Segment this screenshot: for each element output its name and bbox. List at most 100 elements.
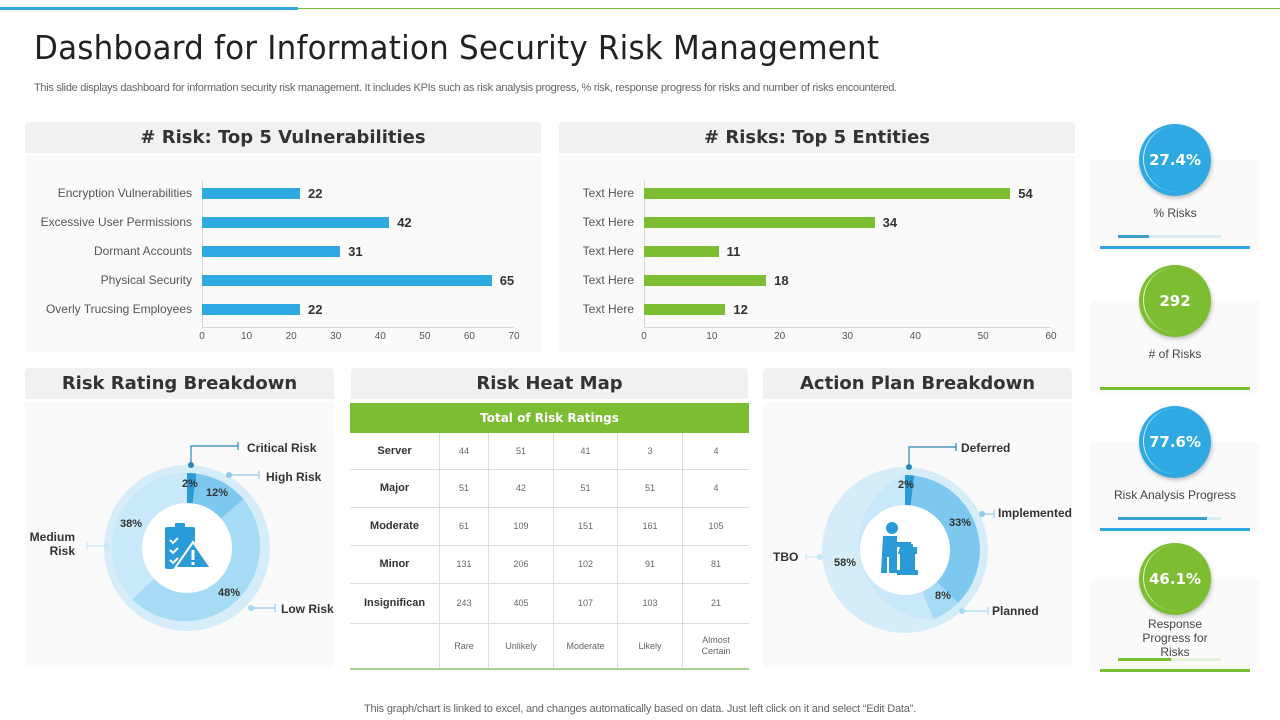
- bar[interactable]: [644, 304, 726, 315]
- bar-category-label: Text Here: [582, 215, 634, 229]
- heatmap-row-label: Server: [350, 433, 440, 469]
- bar-value-label: 11: [726, 244, 741, 259]
- entities-bar-chart[interactable]: Text Here 54 Text Here 34 Text Here 11 Text He…: [559, 180, 1075, 350]
- heatmap-corner-cell: [350, 624, 440, 668]
- bar-category-label: Physical Security: [100, 273, 192, 287]
- bar-category-label: Overly Trucsing Employees: [45, 302, 192, 316]
- heatmap-cell: 41: [554, 433, 618, 469]
- heatmap-cell: 102: [554, 546, 618, 583]
- bar[interactable]: [644, 217, 875, 228]
- risk-rating-donut-chart[interactable]: [25, 402, 334, 668]
- heatmap-cell: 107: [554, 584, 618, 623]
- bar-value-label: 12: [733, 302, 748, 317]
- medium-risk-label: Medium Risk: [29, 530, 75, 558]
- heatmap-cell: 4: [713, 483, 719, 493]
- bar-category-label: Text Here: [582, 244, 634, 258]
- kpi-progress-bar: [1118, 235, 1221, 238]
- bar-row[interactable]: Text Here 18: [559, 267, 1075, 296]
- heatmap-column-label: Unlikely: [489, 624, 554, 668]
- deferred-label: Deferred: [961, 441, 1011, 455]
- bar-value-label: 54: [1018, 186, 1033, 201]
- high-risk-label: High Risk: [266, 470, 322, 484]
- action-plan-donut-chart[interactable]: [763, 402, 1072, 668]
- heatmap-cell: 81: [710, 559, 721, 569]
- bar-category-label: Text Here: [582, 273, 634, 287]
- heatmap-cell: 51: [554, 470, 618, 507]
- bar[interactable]: [202, 304, 301, 315]
- kpi-value-circle: 27.4%: [1139, 124, 1211, 196]
- x-axis-line: [202, 327, 514, 328]
- bar[interactable]: [202, 246, 341, 257]
- bar-category-label: Text Here: [582, 186, 634, 200]
- heatmap-cell: 42: [489, 470, 554, 507]
- action-plan-panel-title: Action Plan Breakdown: [763, 368, 1072, 399]
- heatmap-cell: 61: [440, 508, 489, 545]
- kpi-progress-bar: [1118, 517, 1221, 520]
- planned-pct: 8%: [935, 590, 951, 602]
- bar[interactable]: [202, 188, 301, 199]
- heatmap-row: Moderate 61 109 151 161 105: [350, 508, 749, 546]
- bar-row[interactable]: Excessive User Permissions 42: [25, 209, 541, 238]
- high-risk-pct: 12%: [206, 487, 229, 499]
- kpi-label: Risk Analysis Progress: [1113, 488, 1237, 502]
- heatmap-cell: 405: [489, 584, 554, 623]
- heatmap-cell: 151: [554, 508, 618, 545]
- bar-value-label: 42: [397, 215, 412, 230]
- planned-label: Planned: [992, 604, 1039, 618]
- deferred-pct: 2%: [898, 479, 914, 491]
- x-tick-label: 30: [841, 331, 854, 342]
- top-accent-line-blue: [0, 7, 298, 10]
- risk-rating-panel-title: Risk Rating Breakdown: [25, 368, 334, 399]
- bar[interactable]: [202, 217, 390, 228]
- heatmap-cell: 109: [489, 508, 554, 545]
- critical-risk-label: Critical Risk: [247, 441, 317, 455]
- kpi-underline: [1100, 528, 1250, 531]
- heatmap-cell: 105: [708, 521, 724, 531]
- bar-value-label: 22: [308, 302, 323, 317]
- bar-value-label: 65: [499, 273, 515, 288]
- bar-category-label: Text Here: [582, 302, 634, 316]
- heatmap-panel-title: Risk Heat Map: [351, 368, 748, 399]
- bar[interactable]: [202, 275, 492, 286]
- x-tick-label: 30: [330, 331, 342, 342]
- x-tick-label: 10: [706, 331, 718, 342]
- bar-row[interactable]: Physical Security 65: [25, 267, 541, 296]
- heatmap-cell: 103: [618, 584, 683, 623]
- kpi-value-circle: 292: [1139, 265, 1211, 337]
- kpi-label: # of Risks: [1148, 347, 1202, 361]
- entities-panel-title: # Risks: Top 5 Entities: [559, 122, 1075, 153]
- tbo-pct: 58%: [834, 557, 857, 569]
- bar-row[interactable]: Text Here 11: [559, 238, 1075, 267]
- tbo-label: TBO: [773, 550, 799, 564]
- heatmap-row: Major 51 42 51 51 4: [350, 470, 749, 508]
- bar-value-label: 18: [774, 273, 789, 288]
- bar-row[interactable]: Text Here 54: [559, 180, 1075, 209]
- medium-risk-pct: 38%: [120, 518, 143, 530]
- heatmap-column-labels: Rare Unlikely Moderate Likely Almost Certain: [350, 624, 749, 668]
- vulnerabilities-bar-chart[interactable]: Encryption Vulnerabilities 22 Excessive Us…: [25, 180, 541, 350]
- top-accent-line-green: [298, 8, 1280, 9]
- bar-value-label: 22: [308, 186, 323, 201]
- heatmap-cell: 44: [440, 433, 489, 469]
- x-tick-label: 20: [285, 331, 297, 342]
- heatmap-cell: 206: [489, 546, 554, 583]
- bar-row[interactable]: Dormant Accounts 31: [25, 238, 541, 267]
- kpi-value-circle: 46.1%: [1139, 543, 1211, 615]
- bar-row[interactable]: Encryption Vulnerabilities 22: [25, 180, 541, 209]
- page-title: Dashboard for Information Security Risk …: [34, 28, 880, 67]
- bar[interactable]: [644, 188, 1011, 199]
- vulnerabilities-panel-title: # Risk: Top 5 Vulnerabilities: [25, 122, 541, 153]
- bar-row[interactable]: Text Here 34: [559, 209, 1075, 238]
- bar-value-label: 31: [348, 244, 363, 259]
- heatmap-row: Insignifican 243 405 107 103 21: [350, 584, 749, 624]
- implemented-label: Implemented: [998, 506, 1073, 520]
- heatmap-row: Server 44 51 41 3 4: [350, 433, 749, 470]
- x-tick-label: 40: [909, 331, 921, 342]
- bar-row[interactable]: Text Here 12: [559, 296, 1075, 325]
- x-tick-label: 10: [241, 331, 253, 342]
- bar[interactable]: [644, 275, 767, 286]
- bar[interactable]: [644, 246, 719, 257]
- bar-category-label: Dormant Accounts: [93, 244, 192, 258]
- bar-row[interactable]: Overly Trucsing Employees 22: [25, 296, 541, 325]
- heatmap-column-label: Likely: [618, 624, 683, 668]
